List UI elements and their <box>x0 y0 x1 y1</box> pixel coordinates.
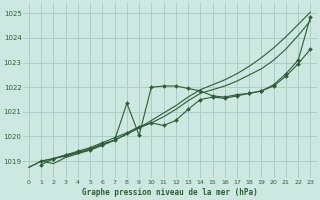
X-axis label: Graphe pression niveau de la mer (hPa): Graphe pression niveau de la mer (hPa) <box>82 188 258 197</box>
